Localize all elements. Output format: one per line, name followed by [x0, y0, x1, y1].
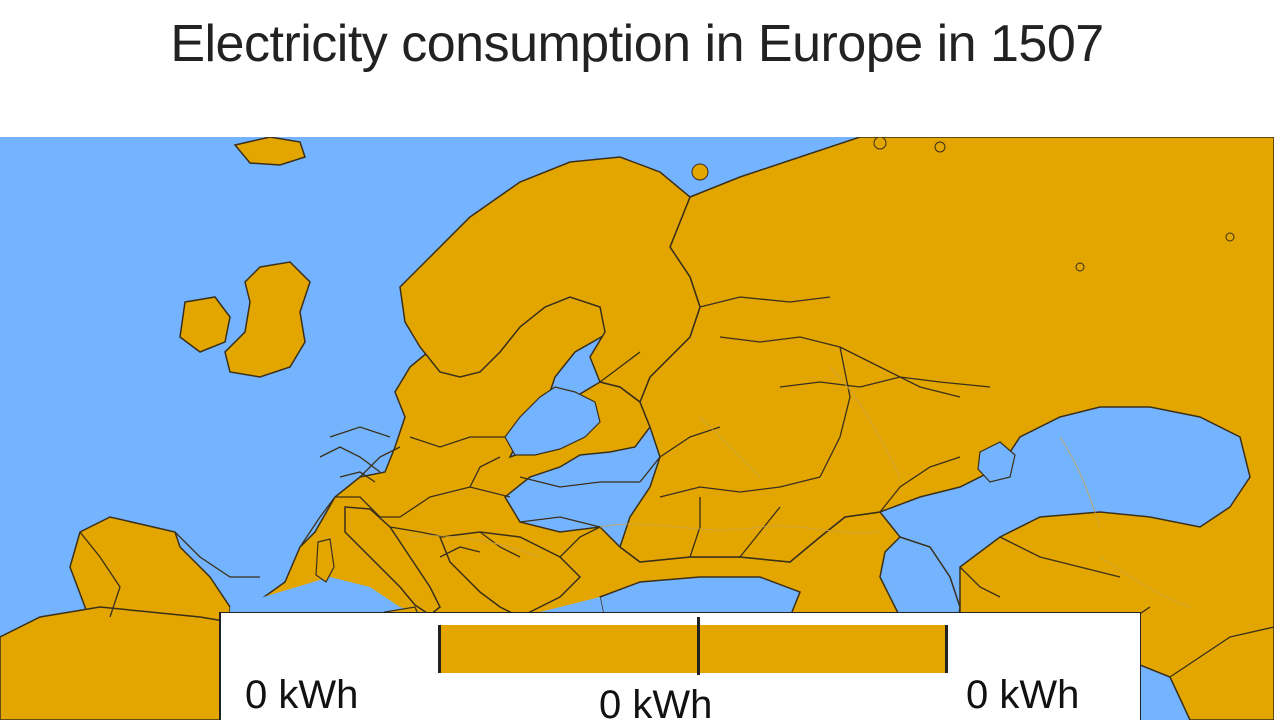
- great-britain: [224, 261, 311, 378]
- small-islands: [691, 137, 1235, 272]
- aral-sea: [977, 441, 1016, 483]
- legend-box: 0 kWh 0 kWh 0 kWh: [219, 612, 1141, 720]
- iceland: [233, 137, 306, 166]
- legend-right-label: 0 kWh: [966, 673, 1080, 717]
- sardinia: [315, 538, 335, 583]
- legend-left-label: 0 kWh: [245, 673, 359, 717]
- map-title: Electricity consumption in Europe in 150…: [170, 15, 1104, 73]
- balkan-peninsula: [438, 531, 582, 618]
- rivers: [409, 366, 1191, 608]
- baltic-sea: [504, 386, 601, 456]
- north-africa: [0, 606, 231, 720]
- country-borders: [79, 296, 1274, 678]
- legend-middle-label: 0 kWh: [599, 683, 713, 720]
- scandinavia: [399, 156, 701, 404]
- legend-color-bar: [438, 625, 948, 673]
- europe-map: [0, 137, 1274, 720]
- legend-middle-tick: [697, 617, 700, 675]
- ireland: [179, 296, 231, 353]
